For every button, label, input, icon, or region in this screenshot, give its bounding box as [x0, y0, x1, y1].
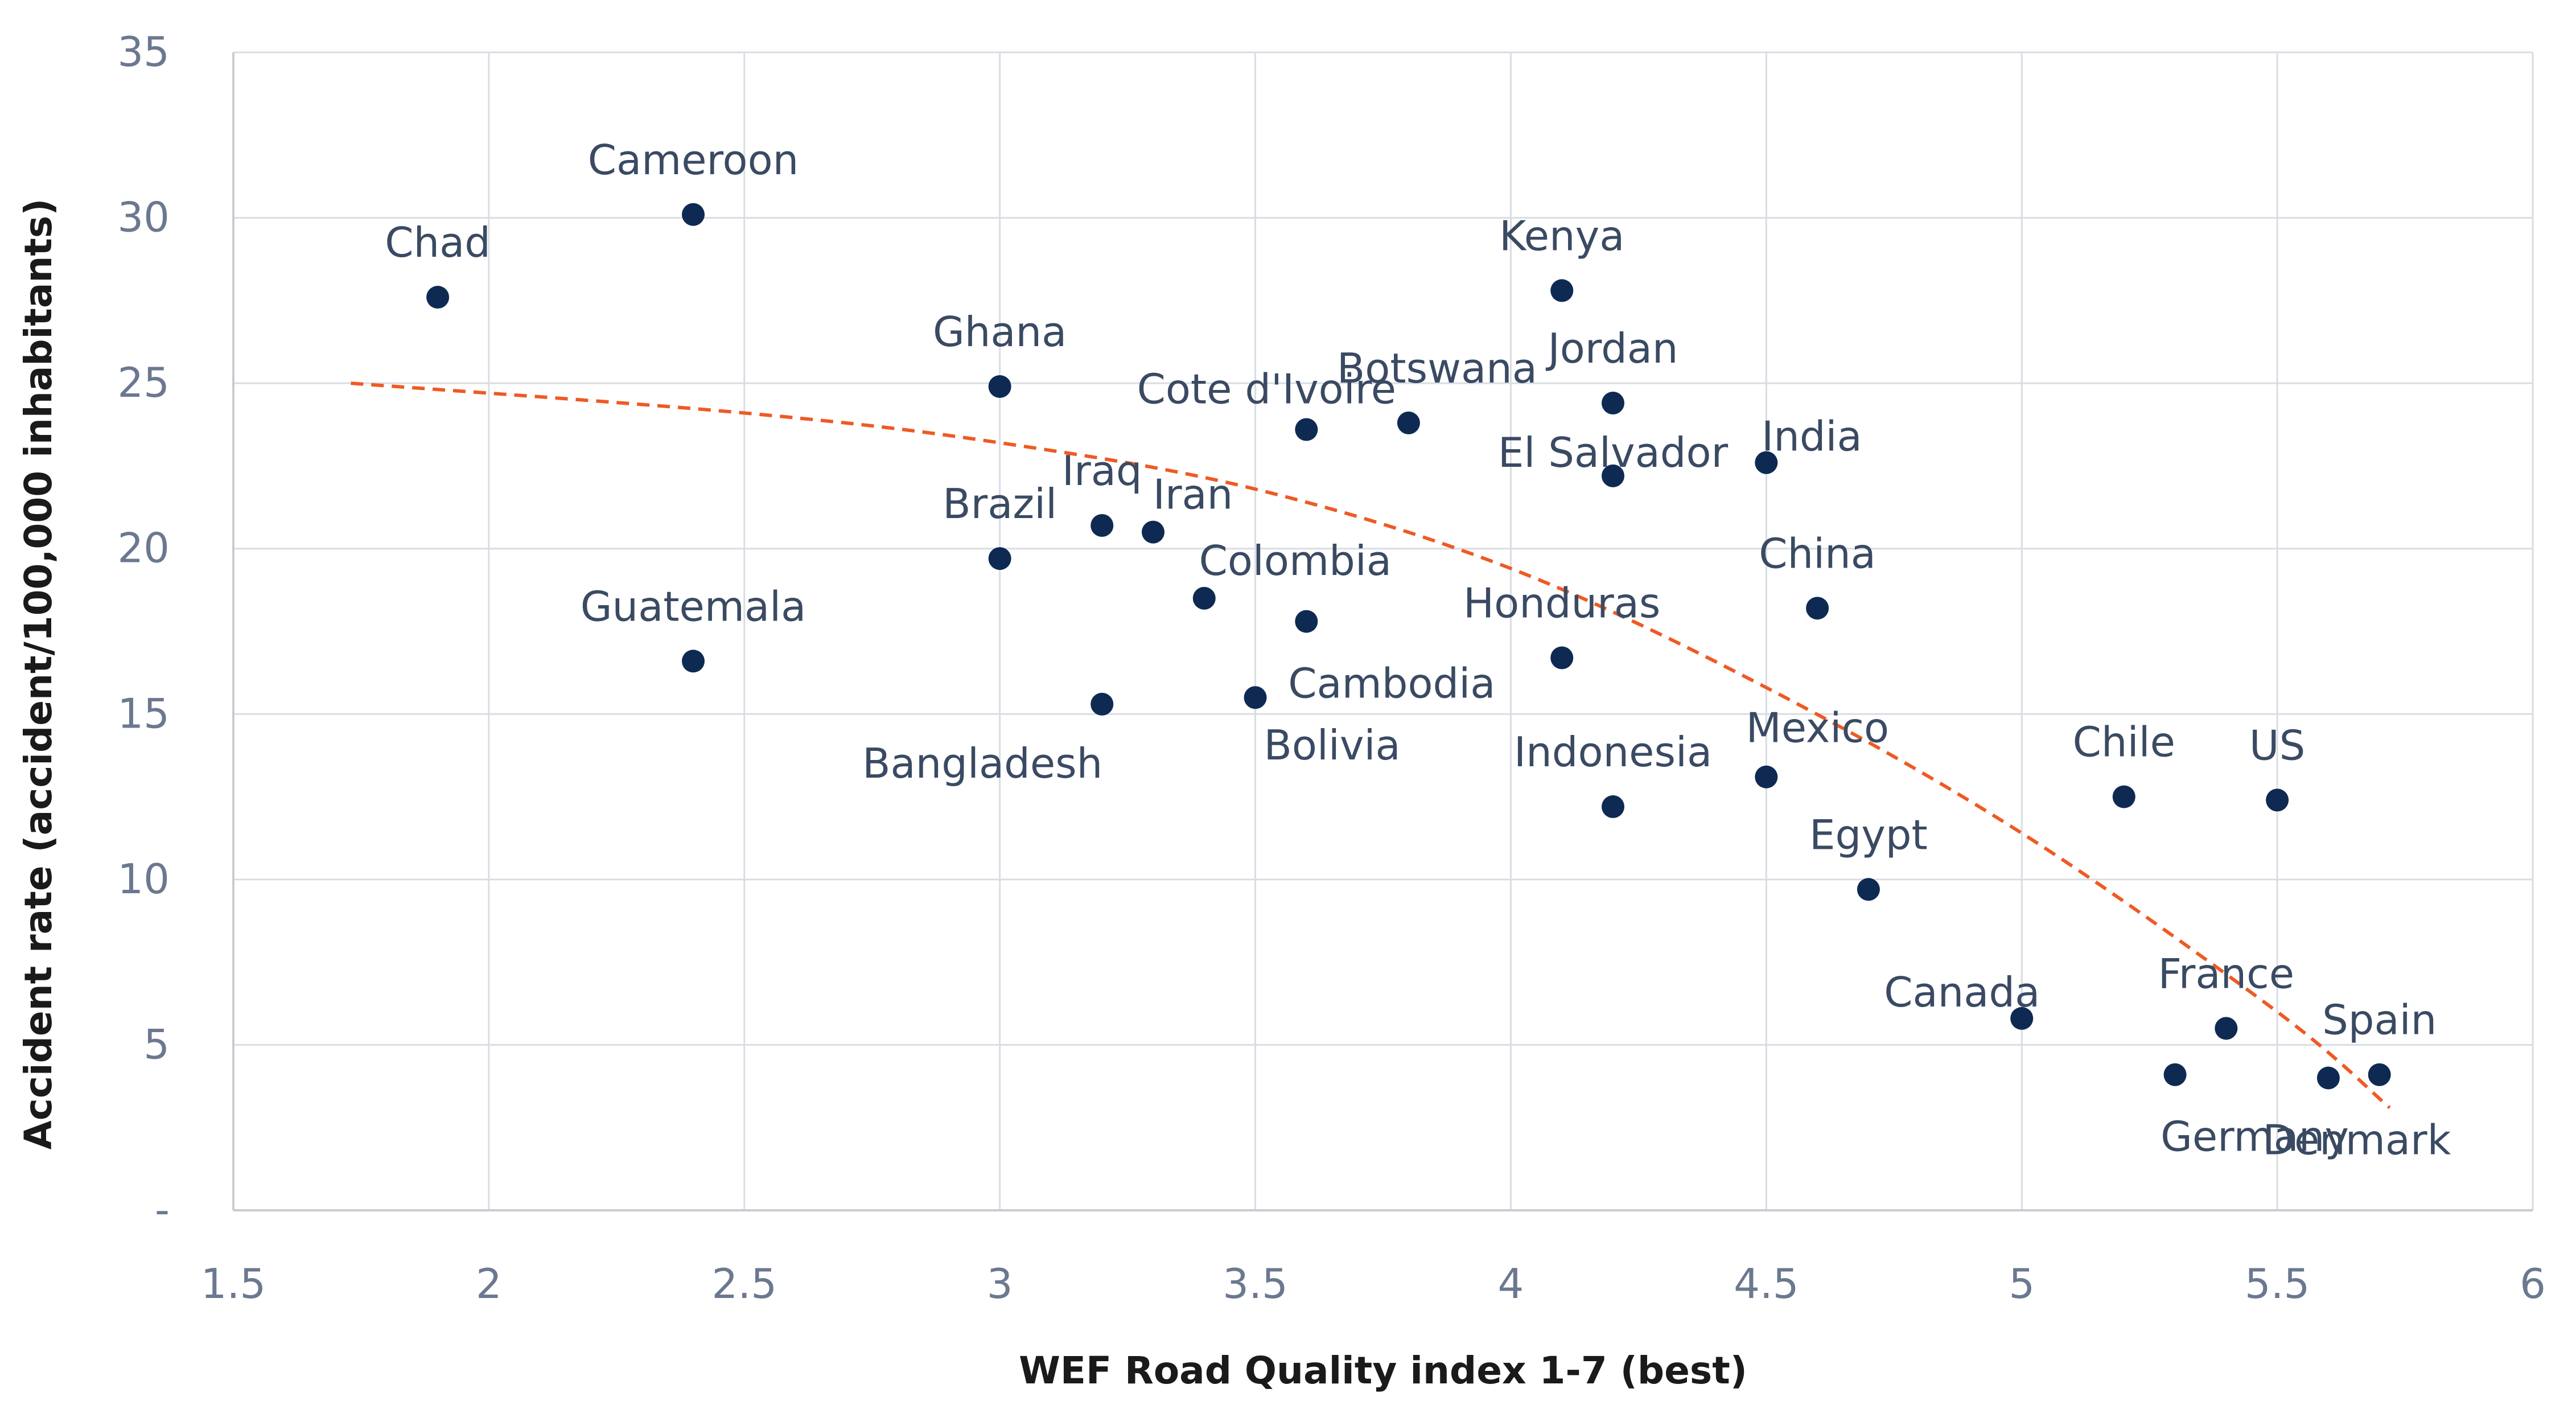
data-point — [426, 286, 450, 309]
x-axis-title: WEF Road Quality index 1-7 (best) — [1019, 1349, 1747, 1392]
y-tick-label: 5 — [143, 1020, 170, 1068]
x-tick-label: 6 — [2520, 1260, 2546, 1308]
data-point — [988, 375, 1011, 398]
data-point — [1295, 418, 1318, 441]
x-tick-label: 4.5 — [1734, 1260, 1799, 1308]
data-point — [1397, 411, 1420, 434]
data-point — [1091, 514, 1114, 537]
point-label: Colombia — [1199, 537, 1392, 585]
point-label: Cambodia — [1288, 660, 1495, 708]
data-point — [1192, 586, 1216, 610]
point-label: Bolivia — [1264, 721, 1400, 769]
point-label: Chad — [385, 219, 491, 266]
x-tick-label: 2 — [476, 1260, 502, 1308]
point-label: Iraq — [1062, 447, 1142, 495]
point-label: Germany — [2161, 1113, 2349, 1161]
data-point — [2010, 1007, 2034, 1030]
data-point — [1602, 392, 1624, 415]
point-label: Honduras — [1463, 579, 1660, 627]
point-label: Ghana — [933, 308, 1067, 356]
point-label: Canada — [1884, 968, 2040, 1016]
data-point — [1295, 610, 1318, 633]
data-point — [1091, 692, 1114, 716]
data-point — [1602, 464, 1624, 487]
data-point — [1806, 597, 1829, 620]
data-point — [1602, 795, 1624, 819]
point-label: Chile — [2073, 718, 2175, 766]
x-tick-label: 2.5 — [712, 1260, 777, 1308]
y-tick-label: 15 — [117, 689, 170, 737]
point-label: Mexico — [1746, 704, 1889, 752]
data-point — [1550, 646, 1574, 669]
data-point — [988, 547, 1011, 570]
point-label: Egypt — [1809, 811, 1928, 858]
x-tick-label: 5.5 — [2245, 1260, 2310, 1308]
y-tick-label: 10 — [117, 855, 170, 903]
y-tick-label: - — [155, 1186, 170, 1234]
y-tick-label: 25 — [117, 359, 170, 406]
y-tick-label: 30 — [117, 194, 170, 241]
data-points — [426, 203, 2391, 1090]
x-tick-label: 5 — [2009, 1260, 2035, 1308]
data-point — [1550, 279, 1574, 302]
x-tick-label: 4 — [1498, 1260, 1524, 1308]
point-label: Jordan — [1545, 324, 1678, 372]
data-point — [682, 203, 705, 226]
y-tick-label: 35 — [117, 28, 170, 76]
point-label: France — [2158, 950, 2294, 997]
x-tick-label: 3.5 — [1223, 1260, 1288, 1308]
point-label: Brazil — [943, 480, 1057, 528]
data-point — [1857, 878, 1880, 901]
data-point — [1142, 520, 1164, 544]
gridlines — [233, 51, 2534, 1210]
point-label: China — [1759, 529, 1876, 577]
data-point — [2316, 1066, 2340, 1090]
point-label: Kenya — [1499, 212, 1624, 260]
data-point — [1755, 765, 1778, 788]
trendline-group — [351, 381, 2391, 1110]
data-point — [682, 650, 705, 673]
point-label: Botswana — [1337, 344, 1537, 392]
point-label: Spain — [2322, 996, 2437, 1044]
data-point — [2266, 788, 2289, 812]
axes: 1.5 2 2.5 3 3.5 4 4.5 5 5.5 6 - 5 10 15 20 25 30 35 — [117, 28, 2546, 1308]
point-label: Cameroon — [588, 136, 799, 184]
x-tick-label: 3 — [987, 1260, 1013, 1308]
y-axis-title: Accident rate (accident/100,000 inhabita… — [17, 199, 60, 1150]
point-label: Bangladesh — [862, 740, 1102, 787]
data-point — [2163, 1063, 2187, 1086]
y-tick-label: 20 — [117, 524, 170, 572]
point-label: India — [1762, 413, 1862, 461]
trendline — [351, 381, 2391, 1110]
point-label: Guatemala — [581, 582, 806, 630]
point-label: Denmark — [2262, 1116, 2451, 1164]
data-point — [1244, 686, 1267, 709]
point-label: Iran — [1153, 471, 1233, 519]
data-point — [2112, 785, 2135, 808]
point-label: El Salvador — [1498, 429, 1729, 476]
data-point — [2215, 1017, 2238, 1040]
point-label: Indonesia — [1514, 728, 1712, 776]
data-point — [1755, 451, 1778, 474]
x-tick-label: 1.5 — [201, 1260, 266, 1308]
point-label: US — [2249, 721, 2305, 769]
data-point — [2368, 1063, 2391, 1086]
point-label: Cote d'Ivoire — [1137, 365, 1396, 413]
